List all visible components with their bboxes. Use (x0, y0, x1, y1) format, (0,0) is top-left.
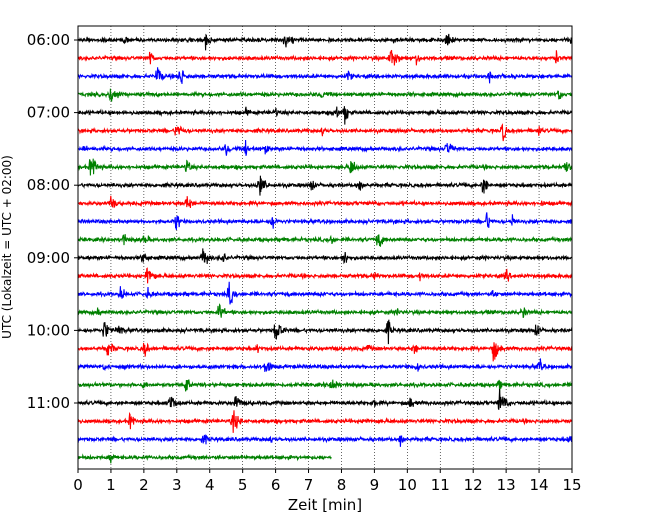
y-axis-ticks: 06:00 07:00 08:00 09:00 10:00 11:00 (27, 31, 78, 412)
x-axis-label: Zeit [min] (288, 496, 362, 514)
y-tick-label: 08:00 (27, 176, 70, 194)
x-tick-label: 12 (464, 476, 483, 494)
y-tick-label: 07:00 (27, 104, 70, 122)
trace-row-1145 (77, 453, 332, 464)
trace-row-0730 (77, 139, 573, 156)
trace-row-0915 (77, 267, 573, 284)
trace-row-1130 (77, 433, 573, 447)
trace-row-0930 (77, 281, 573, 305)
trace-row-1030 (77, 358, 573, 372)
x-tick-label: 13 (497, 476, 516, 494)
trace-row-0600 (77, 33, 573, 51)
seismic-traces (77, 33, 573, 464)
y-tick-label: 09:00 (27, 249, 70, 267)
x-tick-label: 15 (562, 476, 581, 494)
vertical-gridlines (110, 26, 540, 469)
trace-row-1015 (77, 342, 573, 362)
x-tick-label: 11 (431, 476, 450, 494)
x-axis-ticks: 0 1 2 3 4 5 6 7 8 9 10 11 12 13 14 15 (73, 469, 582, 494)
trace-row-1100 (77, 388, 573, 410)
trace-row-0830 (77, 212, 573, 231)
x-tick-label: 3 (172, 476, 182, 494)
trace-row-0645 (77, 88, 573, 102)
trace-row-1115 (77, 410, 573, 433)
trace-row-1000 (77, 319, 573, 345)
x-tick-label: 2 (139, 476, 149, 494)
x-tick-label: 10 (398, 476, 417, 494)
x-tick-label: 4 (205, 476, 215, 494)
trace-row-0800 (77, 175, 573, 196)
trace-row-0900 (77, 248, 573, 265)
x-tick-label: 8 (337, 476, 347, 494)
trace-row-0715 (77, 123, 573, 142)
x-tick-label: 7 (304, 476, 314, 494)
y-tick-label: 10:00 (27, 321, 70, 339)
trace-row-0630 (77, 67, 573, 84)
trace-row-0615 (77, 49, 573, 66)
x-tick-label: 14 (530, 476, 549, 494)
x-tick-label: 9 (370, 476, 380, 494)
x-tick-label: 5 (238, 476, 248, 494)
y-tick-label: 06:00 (27, 31, 70, 49)
trace-row-0700 (77, 106, 573, 125)
x-tick-label: 6 (271, 476, 281, 494)
x-tick-label: 1 (106, 476, 116, 494)
y-tick-label: 11:00 (27, 394, 70, 412)
plot-frame (77, 25, 573, 470)
trace-row-0745 (77, 158, 573, 176)
trace-row-0945 (77, 303, 573, 318)
trace-row-1045 (77, 379, 573, 393)
trace-row-0845 (77, 234, 573, 247)
x-tick-label: 0 (73, 476, 83, 494)
y-axis-label: UTC (Lokalzeit = UTC + 02:00) (0, 155, 14, 339)
trace-row-0815 (77, 195, 573, 209)
